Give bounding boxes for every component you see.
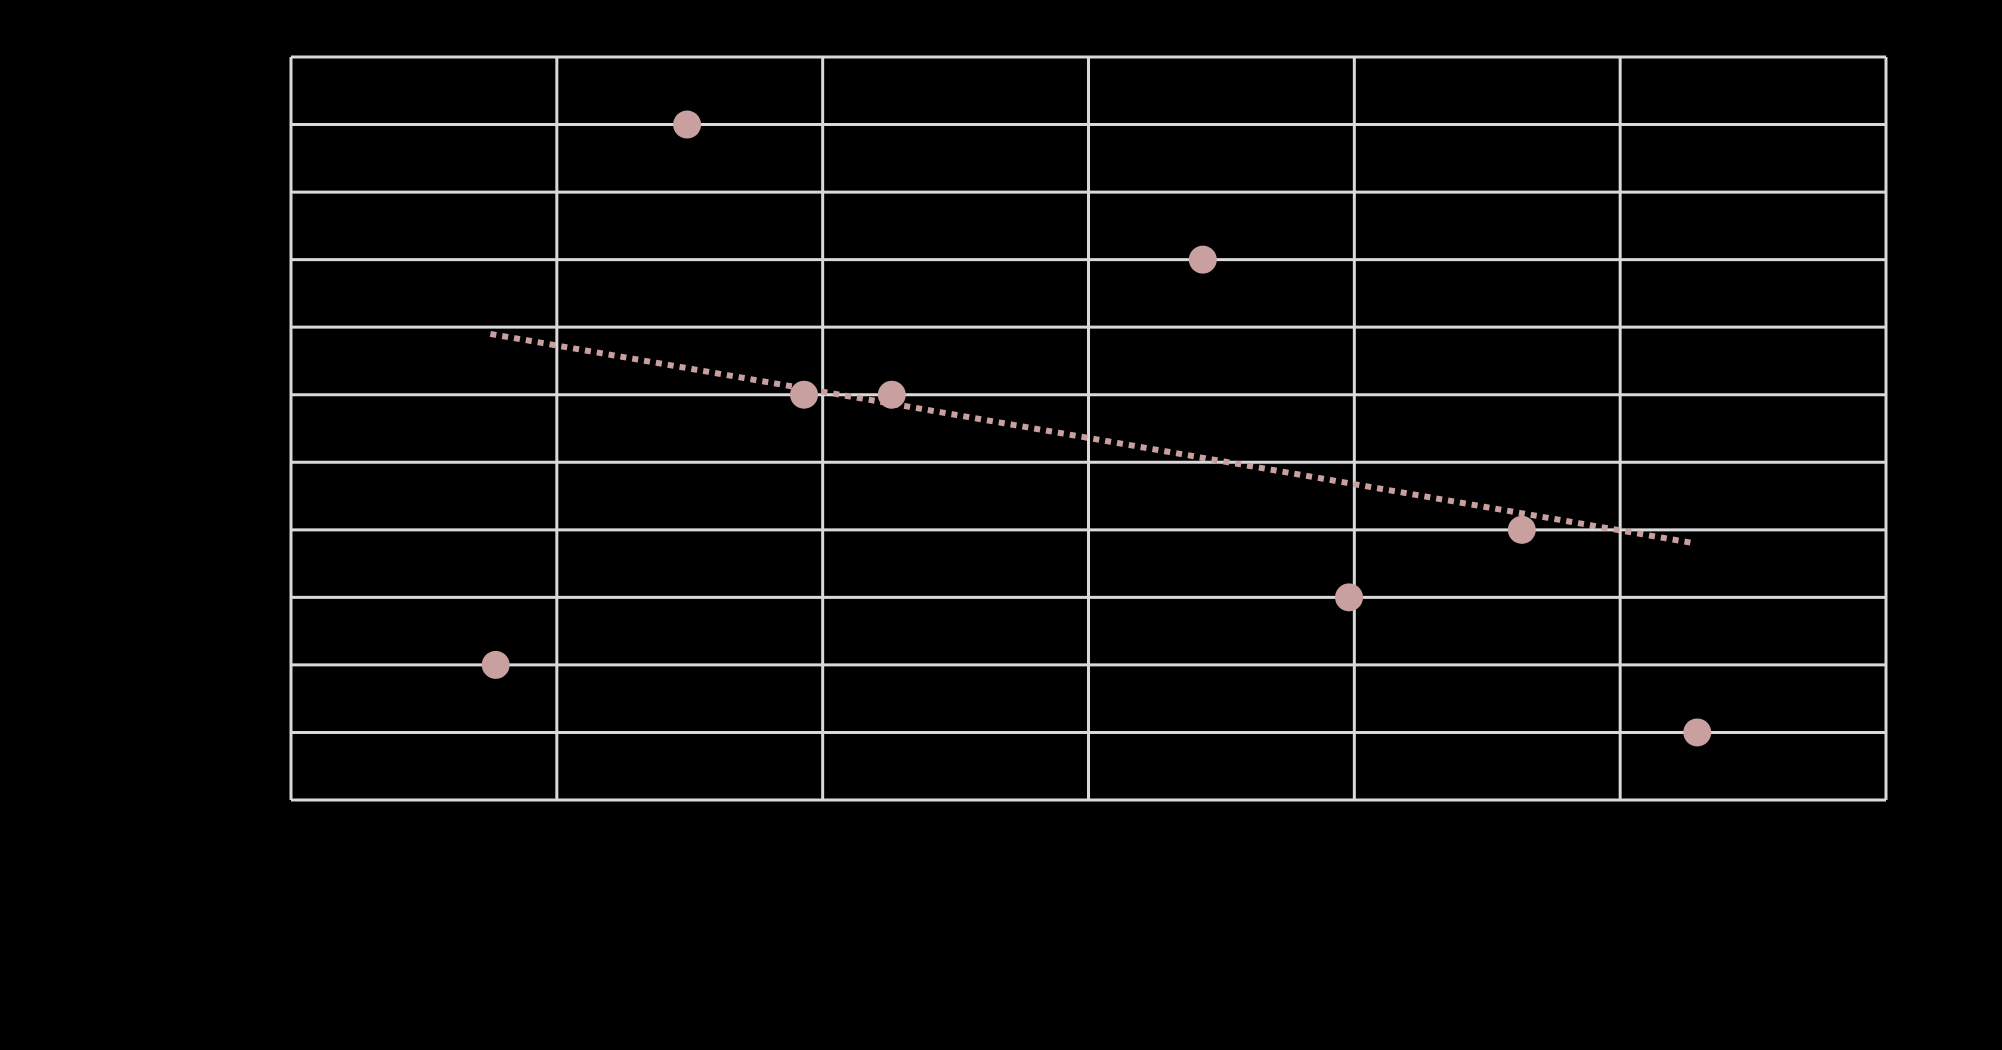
- data-point: [1188, 245, 1217, 274]
- data-point: [1335, 583, 1364, 612]
- data-point: [877, 380, 906, 409]
- data-point: [1683, 718, 1712, 747]
- data-points: [481, 110, 1712, 747]
- grid-lines: [289, 55, 1888, 802]
- data-point: [481, 650, 510, 679]
- data-point: [673, 110, 702, 139]
- data-point: [1507, 515, 1536, 544]
- data-point: [790, 380, 819, 409]
